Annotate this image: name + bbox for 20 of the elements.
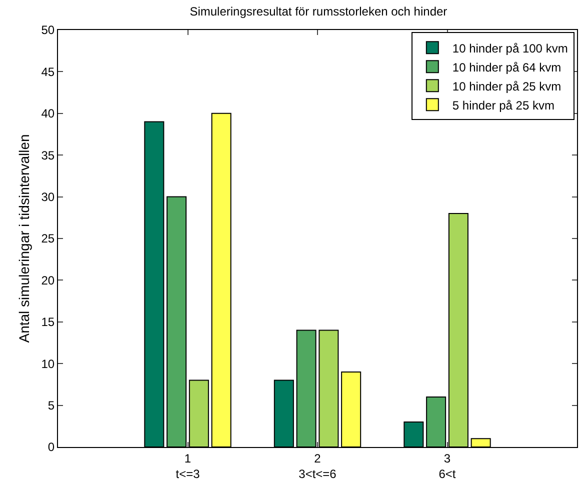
y-tick-label: 40: [41, 106, 55, 121]
x-tick-label: 3 6<t: [438, 451, 456, 481]
y-tick-label: 30: [41, 190, 55, 204]
x-tick-label: 2 3<t<=6: [298, 451, 337, 481]
y-tick-label: 0: [48, 440, 55, 454]
y-tick-label: 25: [41, 232, 55, 246]
y-tick-label: 50: [41, 23, 55, 38]
x-tick-label: 1 t<=3: [176, 451, 200, 481]
legend-label: 10 hinder på 64 kvm: [452, 60, 562, 74]
y-tick-label: 10: [41, 356, 55, 371]
y-axis-title: Antal simuleringar i tidsintervallen: [16, 134, 32, 343]
y-tick-label: 45: [41, 64, 55, 79]
y-tick-label: 20: [41, 273, 55, 288]
y-tick-label: 5: [48, 398, 55, 412]
legend-label: 10 hinder på 100 kvm: [452, 41, 568, 56]
y-tick-label: 15: [41, 315, 55, 330]
legend-label: 5 hinder på 25 kvm: [452, 98, 554, 112]
y-tick-label: 35: [41, 148, 55, 162]
chart-title: Simuleringsresultat för rumsstorleken och hinder: [190, 4, 448, 19]
legend-label: 10 hinder på 25 kvm: [452, 79, 562, 94]
